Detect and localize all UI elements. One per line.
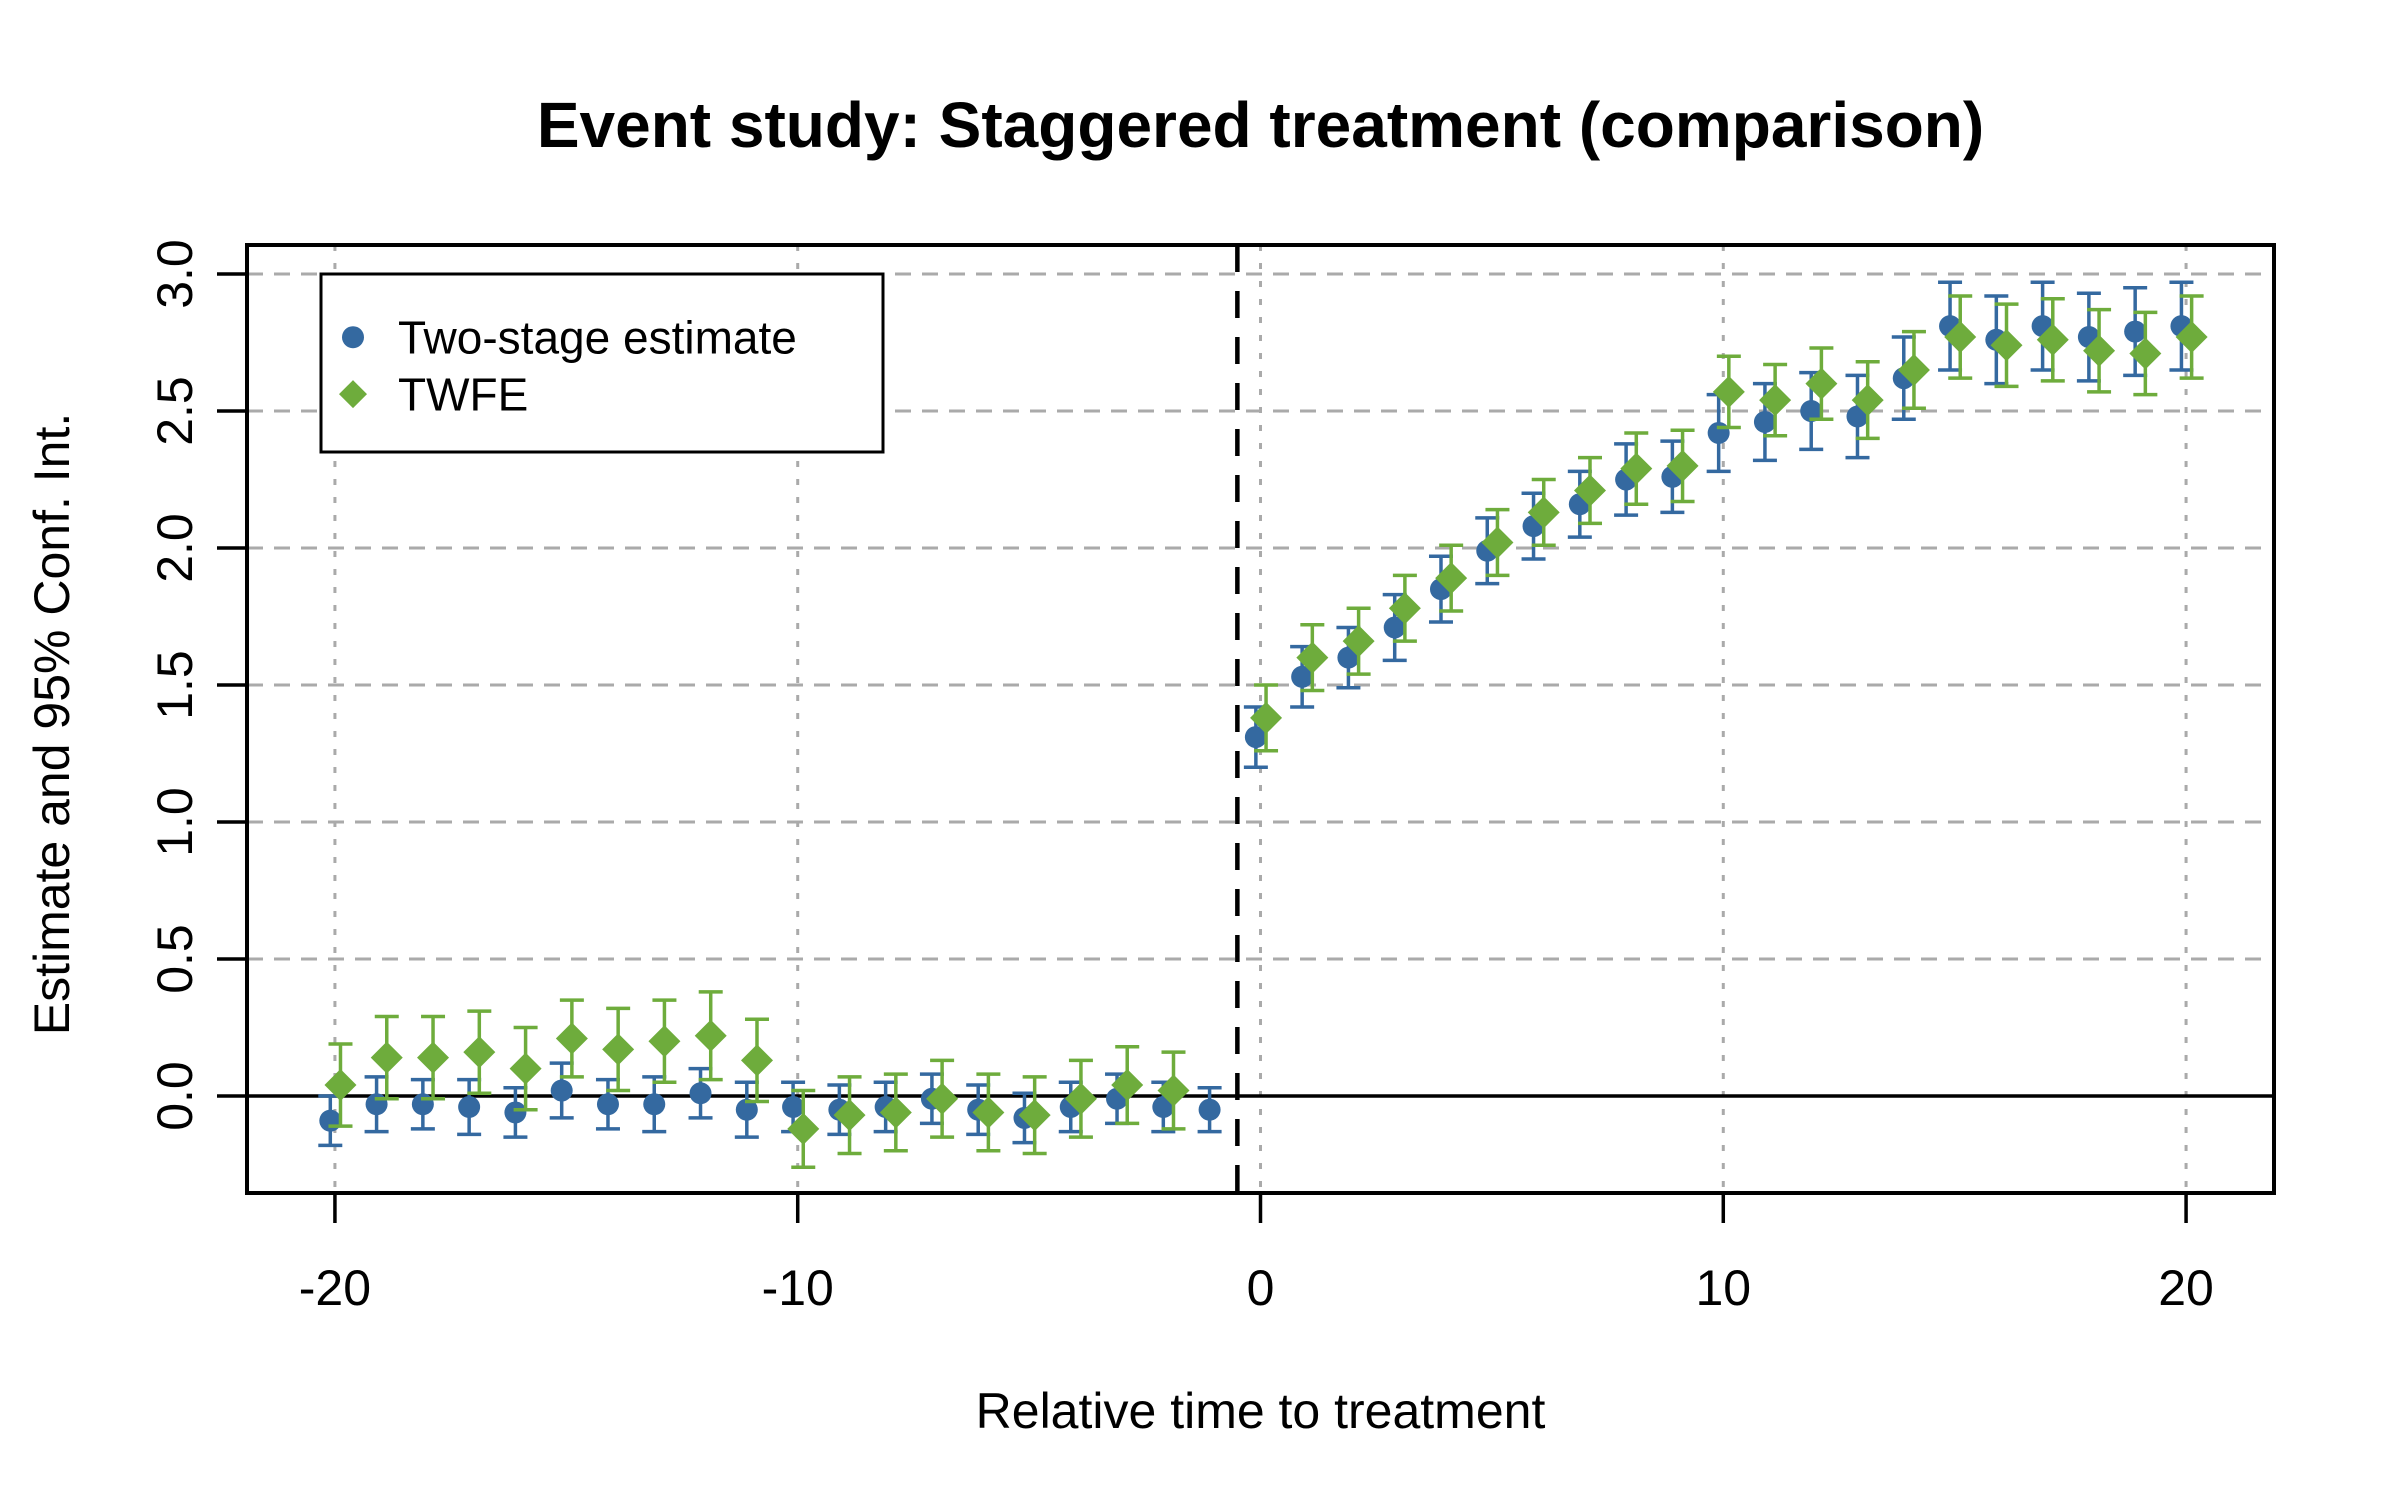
data-point-circle [1383,616,1406,639]
y-tick-label: 1.5 [147,650,203,720]
data-point-circle [365,1093,388,1116]
data-point-circle [735,1098,758,1121]
data-point-diamond [1620,452,1653,485]
data-point-diamond [648,1025,681,1058]
data-point-diamond [926,1082,959,1115]
y-axis-title: Estimate and 95% Conf. Int. [24,412,80,1036]
data-point-diamond [2129,337,2162,370]
data-point-circle [2124,320,2147,343]
y-tick-label: 0.0 [147,1061,203,1131]
data-point-diamond [1250,701,1283,734]
data-point-diamond [1712,375,1745,408]
data-point-circle [1244,726,1267,749]
data-point-diamond [787,1112,820,1145]
data-point-diamond [370,1041,403,1074]
legend-box [319,272,885,454]
data-point-circle [1707,421,1730,444]
data-point-circle [1198,1098,1221,1121]
legend-marker-diamond [339,380,367,409]
data-point-circle [1291,665,1314,688]
x-tick-label: 10 [1695,1260,1751,1316]
data-point-diamond [1157,1074,1190,1107]
data-point-circle [504,1101,527,1124]
data-point-diamond [833,1099,866,1132]
data-point-diamond [1435,562,1468,595]
data-point-circle [411,1093,434,1116]
data-point-diamond [740,1044,773,1077]
data-point-circle [1753,410,1776,433]
data-point-diamond [417,1041,450,1074]
data-point-diamond [1481,526,1514,559]
data-point-diamond [1666,449,1699,482]
x-tick-label: 0 [1247,1260,1275,1316]
x-axis-title: Relative time to treatment [975,1383,1546,1439]
data-point-diamond [463,1036,496,1069]
data-point-diamond [1805,367,1838,400]
data-point-diamond [1759,384,1792,417]
y-tick-label: 0.5 [147,924,203,994]
x-tick-label: 20 [2158,1260,2214,1316]
data-point-diamond [1574,474,1607,507]
data-point-diamond [2083,334,2116,367]
data-point-diamond [1851,384,1884,417]
y-tick-label: 3.0 [147,239,203,309]
x-tick-label: -20 [299,1260,371,1316]
data-point-diamond [1944,321,1977,354]
data-point-diamond [972,1096,1005,1129]
data-point-diamond [1897,353,1930,386]
data-point-diamond [602,1033,635,1066]
data-point-circle [689,1082,712,1105]
data-point-diamond [509,1052,542,1085]
data-point-diamond [694,1019,727,1052]
data-point-circle [782,1095,805,1118]
y-tick-label: 1.0 [147,787,203,857]
data-point-diamond [1990,329,2023,362]
y-tick-label: 2.5 [147,376,203,446]
data-point-circle [643,1093,666,1116]
data-point-diamond [879,1096,912,1129]
y-tick-label: 2.0 [147,513,203,583]
data-point-diamond [1388,592,1421,625]
data-point-diamond [555,1022,588,1055]
chart-title: Event study: Staggered treatment (compar… [536,89,1985,161]
data-point-diamond [1064,1082,1097,1115]
legend-marker-circle [342,326,364,349]
data-point-diamond [1342,625,1375,658]
data-point-circle [1800,400,1823,423]
data-point-diamond [2036,323,2069,356]
data-point-diamond [1527,496,1560,529]
x-tick-label: -10 [762,1260,834,1316]
data-point-diamond [1018,1099,1051,1132]
data-point-diamond [1111,1069,1144,1102]
data-point-diamond [2175,321,2208,354]
data-point-circle [458,1095,481,1118]
legend-label: TWFE [398,368,528,420]
data-point-circle [550,1079,573,1102]
data-point-diamond [324,1069,357,1102]
legend-label: Two-stage estimate [398,311,797,363]
data-point-circle [596,1093,619,1116]
data-point-circle [319,1109,342,1132]
data-point-diamond [1296,641,1329,674]
